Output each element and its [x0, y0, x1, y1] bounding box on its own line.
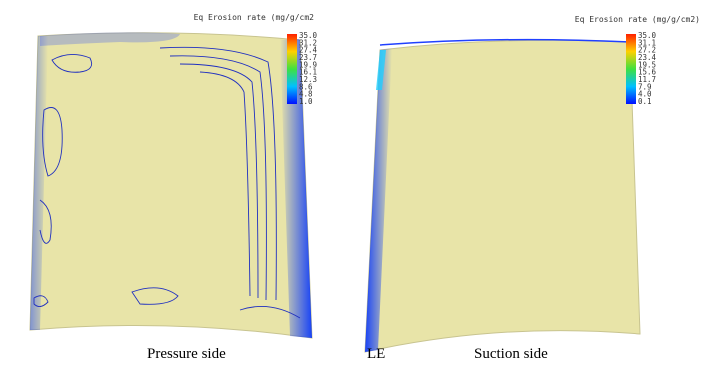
caption: LE [367, 346, 385, 362]
colorbar-title: Eq Erosion rate (mg/g/cm2 [194, 13, 315, 22]
colorbar-label: 0.1 [638, 97, 652, 106]
pressure-side-blade [30, 32, 312, 338]
colorbar-label: 1.0 [299, 97, 313, 106]
suction-side-blade [365, 34, 640, 352]
colorbar [626, 34, 636, 104]
colorbar-title: Eq Erosion rate (mg/g/cm2) [575, 15, 700, 24]
caption: Suction side [474, 346, 548, 362]
colorbar [287, 34, 297, 104]
figure: Eq Erosion rate (mg/g/cm2 Eq Erosion rat… [0, 0, 702, 365]
caption: Pressure side [147, 346, 226, 362]
